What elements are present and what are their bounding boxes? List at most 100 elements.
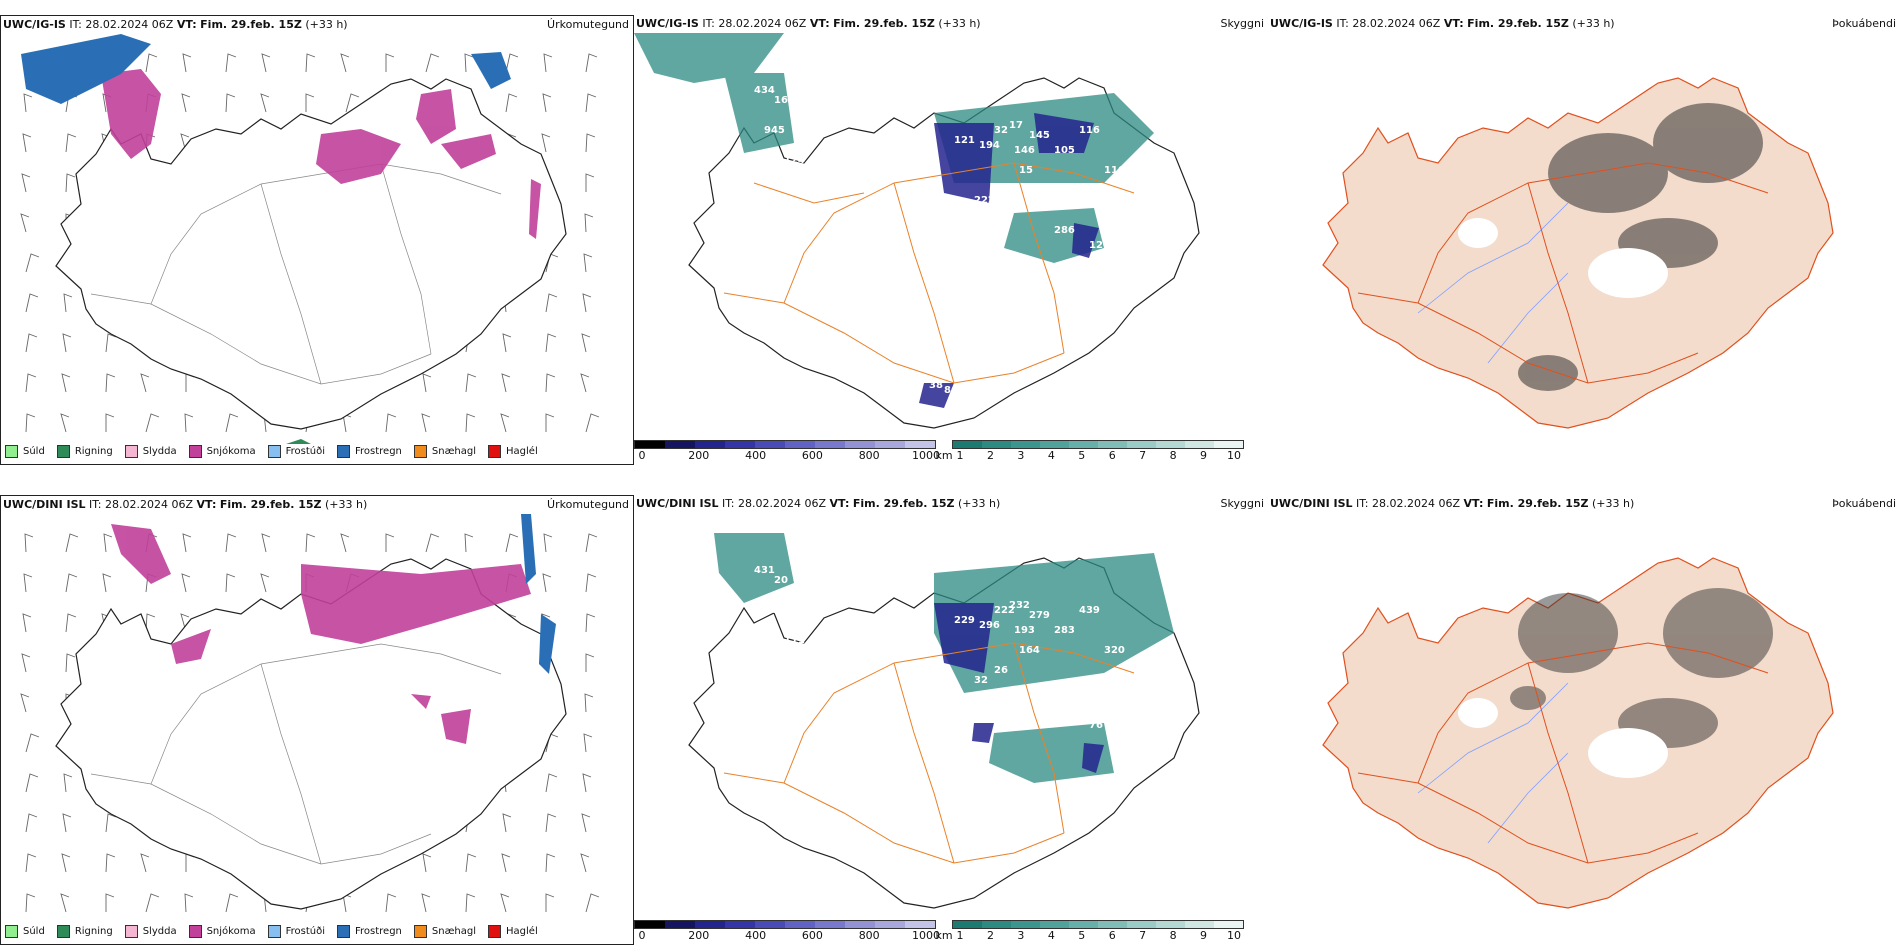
- legend-item: Snjókoma: [188, 925, 256, 938]
- visibility-value: 103: [794, 615, 815, 626]
- wind-barb: [585, 653, 595, 672]
- wind-barb: [584, 213, 594, 233]
- precip-map: [20, 514, 600, 913]
- legend-label: Haglél: [506, 926, 538, 937]
- ramp-segment: [785, 921, 815, 928]
- visibility-panel-row1: UWC/IG-IS IT: 28.02.2024 06Z VT: Fim. 29…: [634, 15, 1268, 465]
- fog-index-panel-row2: UWC/DINI ISL IT: 28.02.2024 06Z VT: Fim.…: [1268, 495, 1900, 945]
- wind-barb: [465, 853, 477, 873]
- wind-barb: [25, 293, 39, 313]
- scale-tick: 1: [956, 929, 964, 942]
- visibility-value: 109: [929, 860, 950, 871]
- wind-barb: [465, 893, 476, 913]
- visibility-value: 32: [974, 675, 988, 686]
- scale-tick: 8: [1169, 929, 1177, 942]
- roads-lines: [90, 643, 502, 865]
- legend-label: Rigning: [74, 926, 113, 937]
- wind-barb: [542, 573, 552, 593]
- ramp-segment: [755, 921, 785, 928]
- ramp-segment: [665, 441, 695, 448]
- ramp-segment: [845, 921, 875, 928]
- panel-title: Skyggni: [1220, 17, 1264, 30]
- wind-barb: [105, 413, 115, 432]
- roads-lines: [1357, 642, 1769, 864]
- legend-item: Súld: [5, 445, 45, 458]
- scale-tick: 0: [638, 449, 646, 462]
- wind-barb: [501, 853, 511, 873]
- ramp-segment: [1214, 441, 1243, 448]
- wind-barb: [500, 413, 510, 433]
- wind-barb: [105, 333, 117, 353]
- visibility-value: 121: [954, 135, 975, 146]
- wind-barb: [464, 533, 474, 553]
- legend-label: Frostúði: [285, 926, 325, 937]
- visibility-value: 439: [1079, 605, 1100, 616]
- legend-swatch: [124, 445, 138, 458]
- scale-tick: 6: [1108, 449, 1116, 462]
- snow-areas: [111, 524, 531, 744]
- wind-barb: [63, 773, 73, 793]
- wind-barb: [261, 533, 271, 553]
- wind-barb: [500, 893, 510, 913]
- wind-barb: [545, 813, 557, 833]
- wind-barb: [585, 533, 598, 553]
- wind-barb: [184, 413, 194, 433]
- panel-title: Úrkomutegund: [547, 498, 629, 511]
- legend-swatch: [488, 925, 502, 938]
- legend-item: Frostúði: [267, 925, 325, 938]
- wind-barb: [545, 373, 556, 393]
- scale-tick: 200: [688, 449, 710, 462]
- ramp-segment: [815, 441, 845, 448]
- wind-barb: [105, 853, 116, 873]
- rain-patch: [286, 439, 311, 444]
- wind-barb: [421, 413, 431, 433]
- legend-swatch: [124, 925, 138, 938]
- legend-item: Slydda: [124, 925, 177, 938]
- wind-barb: [21, 173, 31, 193]
- wind-barb: [582, 773, 592, 793]
- visibility-value: 232: [1009, 600, 1030, 611]
- wind-barb: [25, 333, 38, 353]
- legend-swatch: [337, 925, 350, 938]
- legend-item: Frostregn: [337, 925, 402, 938]
- ramp-segment: [1011, 921, 1040, 928]
- visibility-value: 201: [994, 185, 1015, 196]
- wind-barb: [105, 813, 117, 833]
- wind-barb: [225, 893, 239, 913]
- visibility-scale-km: km 1 2 3 4 5 6 7 8 9 10: [935, 440, 1244, 463]
- wind-barb: [340, 53, 350, 73]
- wind-barb: [60, 413, 70, 433]
- panel-title: Þokuábendi: [1832, 17, 1896, 30]
- panel-title: Skyggni: [1220, 497, 1264, 510]
- fog-shading: [1510, 588, 1773, 748]
- scale-tick: 7: [1139, 929, 1147, 942]
- ramp-segment: [875, 441, 905, 448]
- wind-barb: [25, 413, 36, 433]
- wind-barb: [545, 333, 557, 353]
- visibility-value: 32: [994, 125, 1008, 136]
- legend-swatch: [413, 445, 427, 458]
- ramp-segment: [953, 921, 982, 928]
- visibility-value: 111: [784, 635, 805, 646]
- visibility-value: 16: [774, 95, 788, 106]
- scale-tick: 2: [986, 929, 994, 942]
- wind-barb: [140, 373, 150, 393]
- wind-barb: [63, 293, 73, 313]
- wind-barb: [465, 413, 476, 433]
- legend-label: Slydda: [142, 926, 177, 937]
- wind-barb: [25, 853, 37, 873]
- visibility-scale-m: m02004006008001000: [634, 440, 940, 463]
- wind-barb: [25, 373, 37, 393]
- wind-barb: [505, 533, 519, 553]
- wind-barb: [105, 373, 116, 393]
- scale-tick: 800: [858, 449, 880, 462]
- wind-barb: [65, 173, 76, 193]
- legend-label: Rigning: [74, 446, 113, 457]
- wind-barb: [585, 53, 598, 73]
- visibility-value: 146: [1014, 145, 1035, 156]
- ramp-segment: [1069, 921, 1098, 928]
- wind-barb: [340, 533, 350, 553]
- panel-title: Úrkomutegund: [547, 18, 629, 31]
